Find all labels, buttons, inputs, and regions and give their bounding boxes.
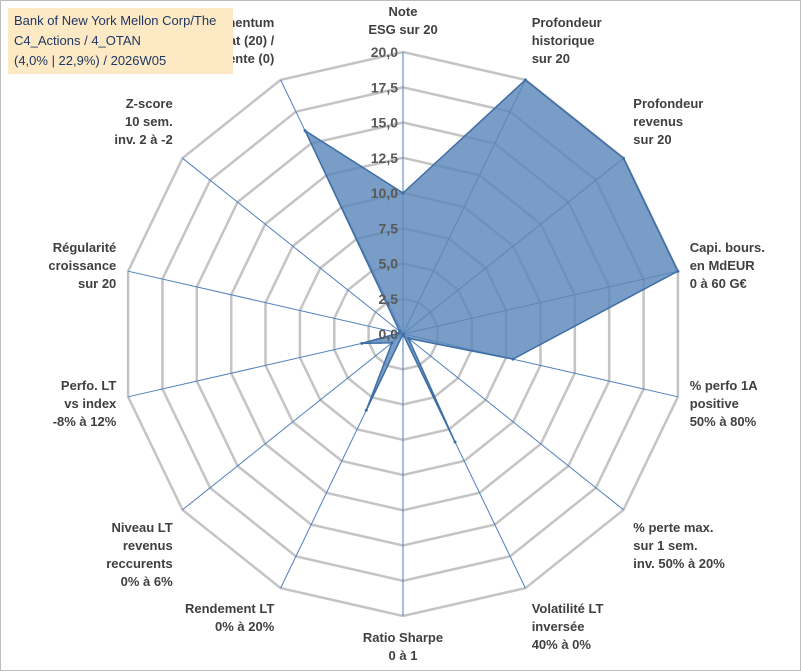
tick-label: 17,5	[371, 79, 398, 95]
tick-label: 12,5	[371, 150, 398, 166]
tick-label: 0,0	[379, 326, 399, 342]
chart-title-line-1: Bank of New York Mellon Corp/The	[14, 13, 217, 28]
axis-label: Perfo. LT vs index -8% à 12%	[53, 378, 117, 429]
axis-label: % perte max. sur 1 sem. inv. 50% à 20%	[633, 520, 725, 571]
series-point	[360, 341, 364, 345]
axis-label: Z-score 10 sem. inv. 2 à -2	[114, 96, 172, 147]
axis-label: Note ESG sur 20	[368, 4, 437, 37]
radial-tick-labels: 0,0 2,5 5,0 7,5 10,0 12,5 15,0 17,5 20,0	[371, 44, 398, 342]
axis-spoke	[182, 157, 404, 335]
radar-series-area	[303, 78, 680, 444]
axis-label: Ratio Sharpe 0 à 1	[363, 630, 443, 663]
axis-label: Rendement LT 0% à 20%	[185, 601, 275, 634]
axis-label: Profondeur revenus sur 20	[633, 96, 703, 147]
series-point	[622, 156, 625, 160]
axis-label: Niveau LT revenus reccurents 0% à 6%	[106, 520, 173, 589]
axis-spoke	[127, 333, 404, 398]
tick-label: 2,5	[379, 291, 399, 307]
tick-label: 5,0	[379, 256, 399, 272]
axis-label: Capi. bours. en MdEUR 0 à 60 G€	[690, 240, 765, 291]
series-point	[303, 129, 307, 133]
series-point	[676, 269, 680, 273]
axis-spoke	[182, 333, 404, 511]
series-point	[401, 332, 405, 336]
tick-label: 7,5	[379, 220, 399, 236]
series-point	[401, 191, 405, 195]
series-point	[398, 329, 402, 333]
series-point	[511, 357, 515, 361]
axis-label: % perfo 1A positive 50% à 80%	[690, 378, 759, 429]
axis-labels: Note ESG sur 20 Profondeur historique sur 20…	[48, 4, 764, 663]
axis-label: Volatilité LT inversée 40% à 0%	[532, 601, 604, 652]
axis-label: Profondeur historique sur 20	[532, 15, 602, 66]
chart-title-line-3: (4,0% | 22,9%) / 2026W05	[14, 53, 167, 68]
series-point	[390, 341, 394, 345]
chart-title-box: Bank of New York Mellon Corp/The C4_Acti…	[8, 8, 233, 74]
chart-title-line-2: C4_Actions / 4_OTAN	[14, 33, 141, 48]
series-point	[523, 78, 527, 82]
axis-spoke	[127, 270, 404, 335]
tick-label: 15,0	[371, 115, 398, 131]
tick-label: 20,0	[371, 44, 398, 60]
series-point	[407, 336, 410, 340]
tick-label: 10,0	[371, 185, 398, 201]
axis-spoke	[402, 333, 624, 511]
series-point	[453, 440, 457, 444]
series-point	[364, 408, 368, 412]
axis-label: Régularité croissance sur 20	[48, 240, 116, 291]
